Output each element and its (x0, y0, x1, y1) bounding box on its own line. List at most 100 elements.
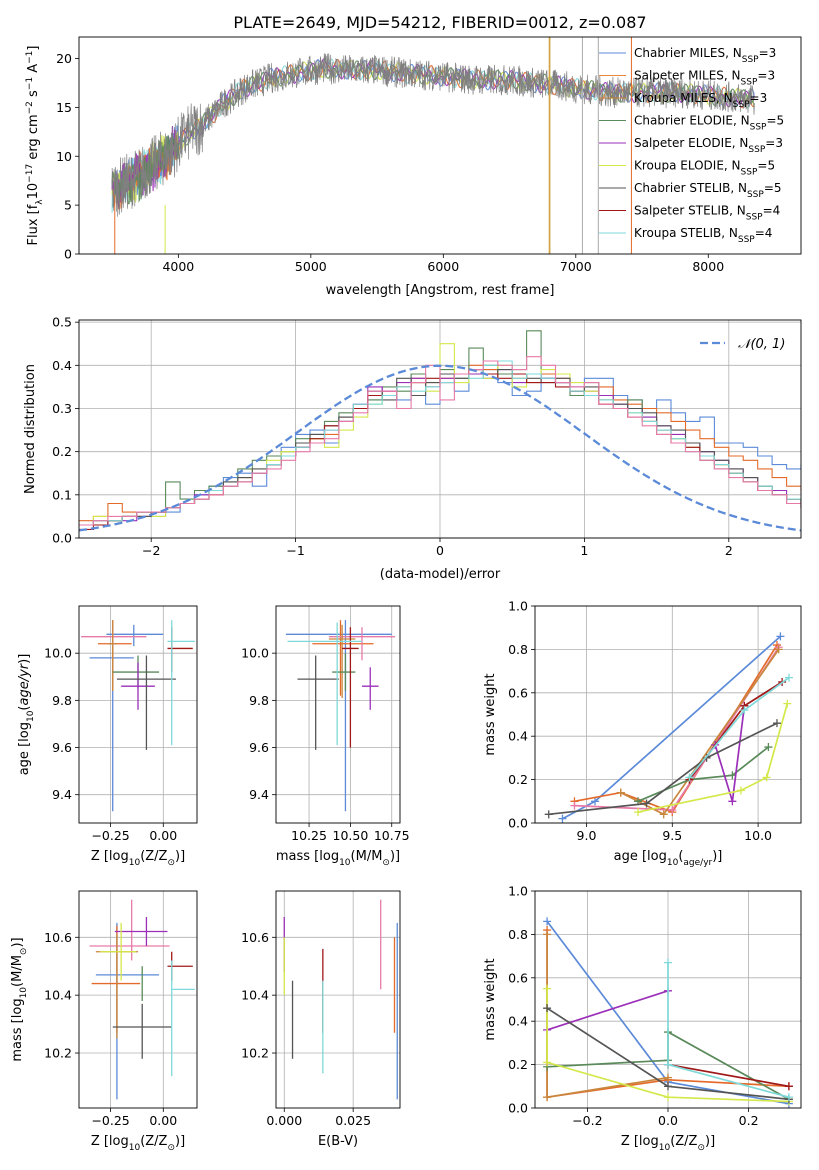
label-part: Kroupa MILES, N (634, 91, 733, 105)
y-axis-label: mass weight (483, 958, 498, 1040)
weight-marker (784, 1093, 793, 1102)
x-tick-label: 9.0 (577, 828, 597, 843)
axes-frame (78, 36, 802, 255)
y-tick-label: 10.6 (44, 930, 72, 945)
weight-line (546, 988, 789, 1103)
spectrum-plot-area (111, 37, 755, 254)
label-part: Kroupa STELIB, N (634, 226, 738, 240)
legend-entry: Chabrier STELIB, NSSP=5 (634, 181, 782, 200)
label-part: 10 (667, 858, 679, 868)
label-part: ⊙ (19, 948, 29, 956)
weight-marker (543, 1004, 552, 1013)
weight-marker (772, 719, 781, 728)
label-part: =5 (764, 181, 782, 195)
label-part: SSP (750, 123, 767, 133)
label-part: age/yr (17, 662, 32, 705)
label-part: SSP (741, 78, 758, 88)
y-tick-label: 0.4 (508, 1014, 528, 1029)
y-tick-label: 0.5 (52, 315, 72, 330)
legend-entry: Salpeter STELIB, NSSP=4 (634, 204, 780, 223)
weight-marker (664, 1073, 672, 1082)
y-tick-label: 0.1 (52, 487, 72, 502)
weight-marker (543, 930, 552, 939)
y-tick-label: 9.8 (52, 693, 72, 708)
weight-marker (543, 917, 552, 926)
weight-marker (784, 1082, 793, 1091)
label-part: Chabrier MILES, N (634, 46, 742, 60)
y-tick-label: 10.6 (241, 930, 269, 945)
weight-marker (543, 1058, 552, 1067)
label-part: =4 (763, 204, 781, 218)
label-part: 10 (26, 183, 41, 200)
y-axis-label: age [log10(age/yr)] (17, 654, 36, 776)
weight-marker (664, 1082, 672, 1091)
y-tick-label: 10.0 (44, 646, 72, 661)
x-tick-label: 0.025 (335, 1113, 371, 1128)
label-part: SSP (746, 213, 763, 223)
label-part: =3 (765, 136, 783, 150)
label-part: SSP (738, 235, 755, 245)
histogram-series (79, 356, 801, 526)
x-tick-label: 9.5 (662, 828, 682, 843)
histogram-series (79, 343, 801, 526)
weight-marker (616, 788, 625, 797)
weight-line (546, 934, 669, 1099)
label-part: SSP (748, 145, 765, 155)
legend-entry: Salpeter ELODIE, NSSP=3 (634, 136, 783, 155)
label-part: Chabrier ELODIE, N (634, 114, 750, 128)
x-tick-label: 0.0 (658, 1113, 678, 1128)
weight-marker (685, 773, 694, 782)
label-part: (M/M (351, 849, 383, 864)
label-part: =5 (766, 114, 784, 128)
spectrum-panel: 4000 5000 6000 7000 8000 0 5 10 15 20 wavelength [… (25, 36, 802, 298)
x-tick-label: −2 (142, 543, 160, 558)
label-part: )] (10, 937, 25, 947)
label-part: Flux [f (26, 204, 41, 245)
label-part: Z [log (91, 849, 129, 864)
legend-entry: 𝒩(0, 1) (738, 337, 785, 352)
weight-line (620, 648, 780, 816)
x-axis-label: age [log10(age/yr)] (614, 849, 723, 868)
weight-marker (543, 984, 552, 993)
weight-line (688, 681, 783, 781)
spectrum-model-line (111, 59, 755, 210)
weight-marker (776, 632, 785, 641)
x-tick-label: 4000 (162, 259, 194, 274)
label-part: )] (17, 654, 32, 664)
label-part: Salpeter ELODIE, N (634, 136, 748, 150)
label-part: Z [log (91, 1134, 129, 1149)
label-part: SSP (747, 190, 764, 200)
label-part: SSP (733, 100, 750, 110)
label-part: (M/M (10, 955, 25, 987)
axes-frame (275, 605, 401, 824)
weight-line (637, 703, 789, 813)
label-part: ( (17, 706, 32, 711)
label-part: )] (705, 1134, 715, 1149)
label-part: age [log (614, 849, 667, 864)
weight-marker (633, 808, 642, 817)
residuals-panel: −2 −1 0 1 2 0.0 0.1 0.2 0.3 0.4 0.5 (data-model)/er… (23, 315, 802, 582)
label-part: λ (35, 199, 45, 205)
y-tick-label: 9.6 (52, 740, 72, 755)
histogram-series (79, 369, 801, 526)
y-tick-label: 0.6 (508, 685, 528, 700)
label-part: ⊙ (167, 1143, 175, 1153)
label-part: −1 (25, 77, 35, 90)
weight-marker (764, 743, 773, 752)
label-part: =3 (759, 46, 777, 60)
axes-frame (78, 605, 198, 824)
y-tick-label: 5 (64, 198, 72, 213)
y-tick-label: 0.8 (508, 927, 528, 942)
spectrum-data-line (111, 53, 755, 217)
weight-marker (736, 786, 745, 795)
y-tick-label: 15 (56, 100, 72, 115)
y-tick-label: 9.8 (249, 693, 269, 708)
label-part: mass [log (276, 849, 339, 864)
age-vs-z-panel: −0.25 0.009.49.69.810.0Z [log10(Z/Z⊙)]age… (17, 605, 198, 868)
label-part: =5 (757, 159, 775, 173)
y-tick-label: 10.4 (241, 988, 269, 1003)
weight-marker (784, 673, 793, 682)
mass-vs-ebv-panel: 0.000 0.025 10.2 10.4 10.6 E(B-V) (241, 890, 401, 1149)
y-tick-label: 9.4 (52, 787, 72, 802)
